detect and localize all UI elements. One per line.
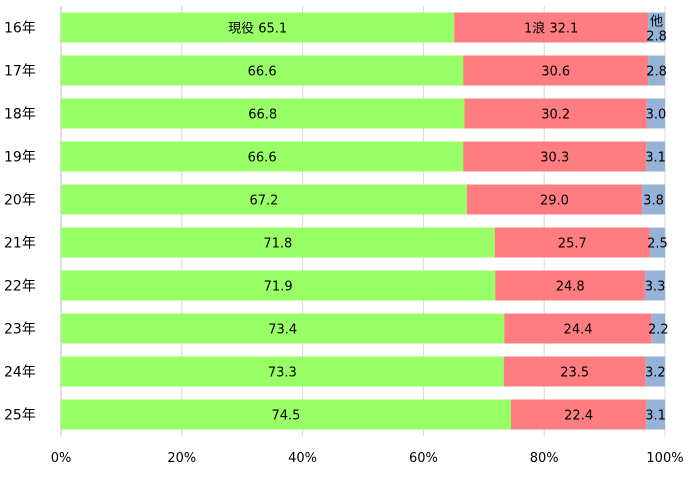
bar-segment: [61, 141, 464, 172]
data-label: 73.4: [268, 323, 297, 338]
bar-segment: [646, 141, 665, 172]
data-label: 3.0: [646, 108, 667, 123]
bar-segment: [510, 399, 647, 430]
category-label: 24年: [4, 365, 36, 381]
data-label: 現役 65.1: [228, 22, 287, 37]
bar-segment: [503, 356, 646, 387]
bar-segment: [61, 313, 505, 344]
data-label: 3.8: [643, 194, 664, 209]
bar-segment: [61, 270, 496, 301]
data-label: 2.2: [648, 323, 669, 338]
category-label: 18年: [4, 107, 36, 123]
category-label: 22年: [4, 279, 36, 295]
bar-segment: [61, 227, 495, 258]
x-tick-label: 100%: [646, 451, 683, 466]
data-label: 66.6: [248, 65, 277, 80]
data-label: 29.0: [540, 194, 569, 209]
bar-segment: [61, 12, 455, 43]
bar-segment: [466, 184, 643, 215]
bar-segment: [645, 356, 665, 387]
bar-segment: [648, 12, 665, 43]
data-label: 30.6: [541, 65, 570, 80]
data-label: 66.6: [248, 151, 277, 166]
data-label: 2.8: [646, 65, 667, 80]
bar-segment: [464, 98, 647, 129]
data-label: 他: [650, 15, 663, 30]
bar-segment: [61, 98, 465, 129]
data-label: 2.8: [646, 30, 667, 45]
x-tick-label: 80%: [530, 451, 559, 466]
bar-segment: [61, 399, 511, 430]
category-label: 25年: [4, 408, 36, 424]
bar-segment: [463, 55, 649, 86]
category-label: 19年: [4, 150, 36, 166]
bar-segment: [642, 184, 665, 215]
x-tick-label: 20%: [167, 451, 196, 466]
data-label: 3.1: [645, 151, 666, 166]
x-tick-labels: 0% 20% 40% 60% 80% 100%: [51, 451, 684, 466]
bar-segment: [61, 356, 504, 387]
data-label: 74.5: [272, 409, 301, 424]
x-tick-label: 0%: [51, 451, 72, 466]
data-label: 30.2: [541, 108, 570, 123]
bar-segment: [61, 55, 464, 86]
data-label: 66.8: [248, 108, 277, 123]
category-label: 20年: [4, 193, 36, 209]
data-label: 1浪 32.1: [524, 22, 578, 37]
bar-segment: [494, 227, 650, 258]
data-label: 67.2: [249, 194, 278, 209]
data-label: 23.5: [560, 366, 589, 381]
data-label: 25.7: [558, 237, 587, 252]
category-label: 16年: [4, 21, 36, 37]
data-label: 73.3: [268, 366, 297, 381]
bar-segment: [463, 141, 647, 172]
category-label: 17年: [4, 64, 36, 80]
bar-segment: [495, 270, 646, 301]
bar-segment: [504, 313, 652, 344]
data-label: 3.2: [645, 366, 666, 381]
data-label: 3.1: [645, 409, 666, 424]
bar-segment: [648, 55, 665, 86]
data-label: 30.3: [540, 151, 569, 166]
data-label: 71.9: [264, 280, 293, 295]
bar-segment: [651, 313, 665, 344]
x-tick-label: 40%: [288, 451, 317, 466]
bar-segment: [646, 98, 665, 129]
x-tick-label: 60%: [409, 451, 438, 466]
data-label: 71.8: [263, 237, 292, 252]
data-label: 3.3: [645, 280, 666, 295]
data-label: 24.4: [564, 323, 593, 338]
bar-segment: [649, 227, 665, 258]
bar-segment: [454, 12, 649, 43]
data-label: 24.8: [556, 280, 585, 295]
bar-segment: [61, 184, 467, 215]
category-labels: 16年 17年 18年 19年 20年 21年 22年 23年 24年 25年: [4, 21, 36, 424]
bar-segment: [646, 399, 665, 430]
category-label: 23年: [4, 322, 36, 338]
data-label: 22.4: [564, 409, 593, 424]
bars: [61, 12, 665, 430]
category-label: 21年: [4, 236, 36, 252]
bar-segment: [645, 270, 665, 301]
data-label: 2.5: [647, 237, 668, 252]
data-labels: 現役 65.1 1浪 32.1 他2.866.6 30.6 2.866.8 30.2 3.0…: [228, 15, 669, 424]
